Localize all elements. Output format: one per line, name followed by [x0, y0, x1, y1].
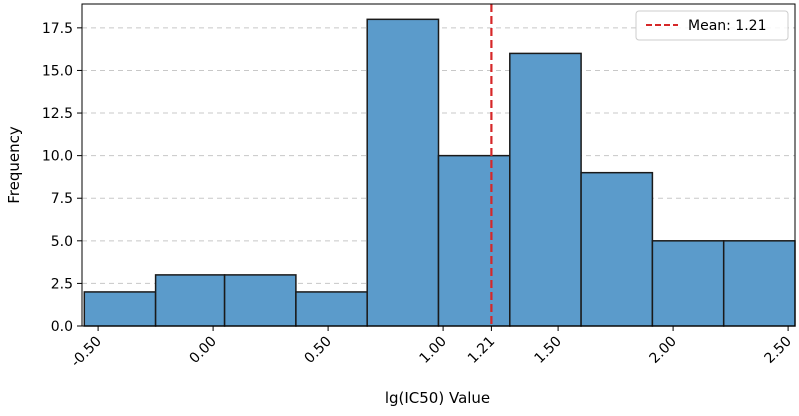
x-tick-label: 1.21 [465, 334, 498, 367]
histogram-bar [223, 274, 297, 327]
histogram-bar [437, 154, 511, 327]
x-tick-label: 1.50 [532, 334, 565, 367]
y-tick-label: 17.5 [42, 21, 73, 37]
x-axis-ticks: -0.50 0.00 0.50 1.00 1.21 1.50 2.00 2.50 [68, 326, 795, 370]
legend-mean-label: Mean: 1.21 [688, 18, 766, 34]
y-axis-ticks: 0.0 2.5 5.0 7.5 10.0 12.5 15.0 17.5 [42, 21, 82, 335]
x-tick-label: 2.50 [762, 334, 795, 367]
histogram-bar [580, 171, 654, 327]
histogram-bar [83, 291, 157, 327]
histogram-bar [722, 240, 796, 327]
y-tick-label: 0.0 [51, 319, 73, 335]
histogram-bar [366, 18, 440, 327]
y-tick-label: 15.0 [42, 63, 73, 79]
histogram-bar [295, 291, 368, 327]
x-tick-label: 1.00 [417, 334, 450, 367]
x-tick-label: 2.00 [647, 334, 680, 367]
legend: Mean: 1.21 [635, 10, 789, 41]
x-tick-label: 0.00 [187, 334, 220, 367]
bars [83, 18, 796, 327]
plot-frame [81, 3, 796, 327]
histogram-bar [154, 274, 226, 327]
x-axis-label: lg(IC50) Value [385, 389, 490, 407]
y-tick-label: 12.5 [42, 106, 73, 122]
y-tick-label: 7.5 [51, 191, 73, 207]
histogram-bar [509, 52, 582, 327]
x-tick-label: 0.50 [302, 334, 335, 367]
y-tick-label: 2.5 [51, 276, 73, 292]
y-tick-label: 10.0 [42, 149, 73, 165]
y-axis-label: Frequency [5, 126, 23, 204]
y-tick-label: 5.0 [51, 234, 73, 250]
legend-box [635, 10, 789, 41]
histogram-bar [651, 240, 725, 327]
x-tick-label: -0.50 [68, 334, 105, 371]
